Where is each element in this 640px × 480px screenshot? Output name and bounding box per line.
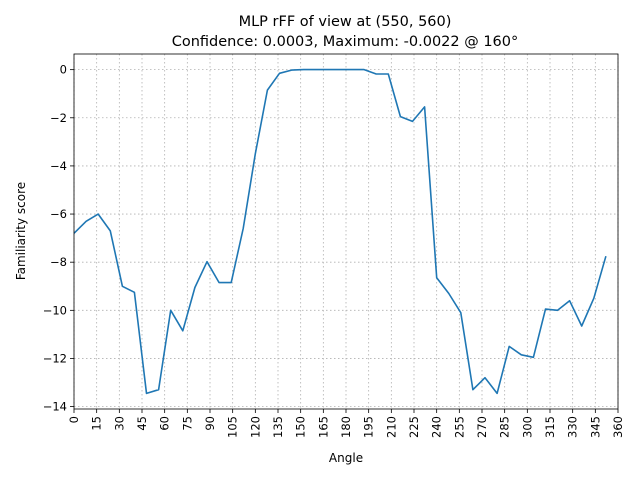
x-tick-label: 330 (566, 416, 580, 438)
y-tick-label: −6 (50, 207, 67, 221)
x-tick-label: 225 (407, 416, 421, 438)
chart-subtitle: Confidence: 0.0003, Maximum: -0.0022 @ 1… (172, 34, 519, 50)
y-tick-label: −4 (50, 159, 67, 173)
x-tick-label: 345 (588, 416, 602, 438)
y-axis-label: Familiarity score (14, 182, 28, 280)
x-axis-label: Angle (329, 451, 363, 465)
series-layer (73, 68, 607, 395)
y-tick-label: −14 (43, 400, 67, 414)
x-tick-label: 150 (294, 416, 308, 438)
x-tick-label: 165 (316, 416, 330, 438)
series-line (73, 68, 607, 395)
x-tick-label: 285 (498, 416, 512, 438)
y-tick-label: −8 (50, 255, 67, 269)
x-tick-label: 270 (475, 416, 489, 438)
y-tick-label: −2 (50, 111, 67, 125)
grid-layer (73, 54, 619, 409)
chart-title: MLP rFF of view at (550, 560) (239, 14, 452, 30)
x-tick-label: 210 (384, 416, 398, 438)
x-tick-label: 75 (180, 416, 194, 431)
x-tick-label: 300 (520, 416, 534, 438)
x-tick-label: 135 (271, 416, 285, 438)
x-tick-label: 180 (339, 416, 353, 438)
x-tick-label: 90 (203, 416, 217, 431)
x-tick-label: 240 (430, 416, 444, 438)
x-tick-label: 120 (248, 416, 262, 438)
x-tick-label: 360 (611, 416, 625, 438)
x-tick-label: 105 (226, 416, 240, 438)
y-tick-label: 0 (60, 63, 67, 77)
x-tick-label: 315 (543, 416, 557, 438)
y-tick-label: −10 (43, 303, 67, 317)
x-tick-label: 0 (67, 416, 81, 423)
x-tick-label: 15 (90, 416, 104, 431)
x-tick-label: 60 (158, 416, 172, 431)
x-tick-label: 255 (452, 416, 466, 438)
x-tick-label: 45 (135, 416, 149, 431)
x-tick-label: 30 (112, 416, 126, 431)
y-tick-label: −12 (43, 351, 67, 365)
tick-layer: 0 15 30 45 60 75 90 105 120 135 150 165 180 195 210 225… (43, 63, 625, 438)
x-tick-label: 195 (362, 416, 376, 438)
